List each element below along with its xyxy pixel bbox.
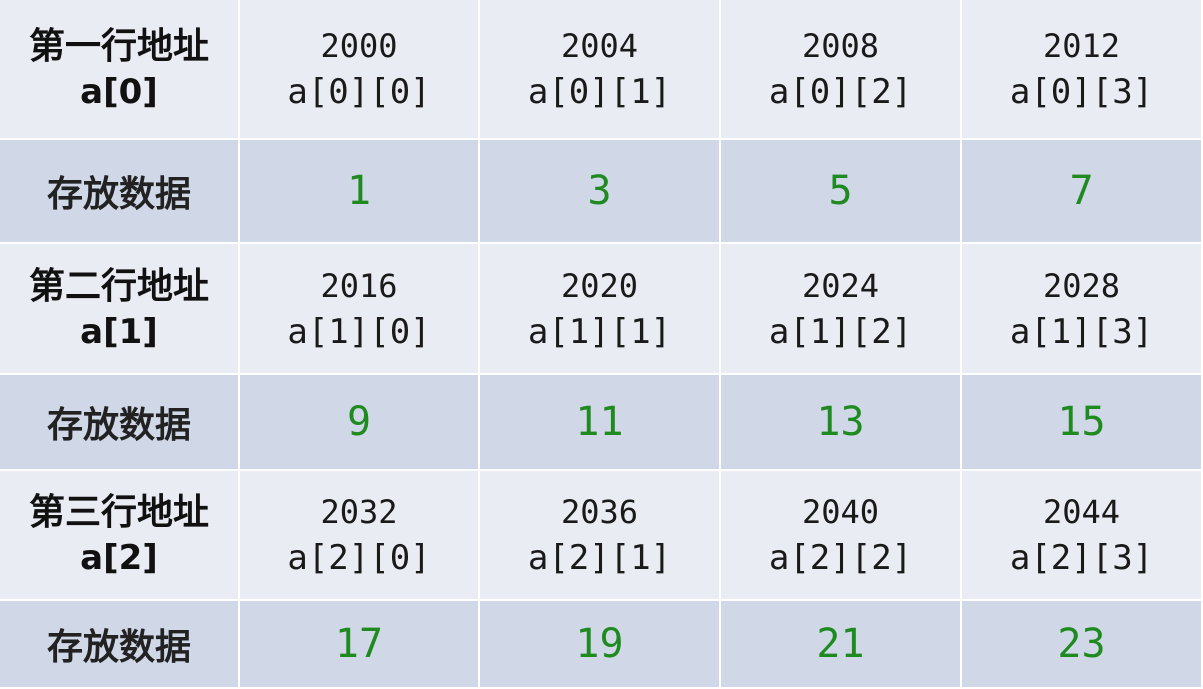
element-name: a[0][1] [527, 72, 672, 112]
stored-value: 21 [721, 601, 962, 689]
row-address-label: 第二行地址 a[1] [0, 244, 240, 375]
row-pointer-text: a[0] [80, 72, 158, 112]
address-value: 2008 [801, 27, 880, 65]
address-cell: 2020 a[1][1] [480, 244, 721, 375]
address-value: 2024 [801, 266, 880, 305]
element-name: a[2][3] [1009, 538, 1154, 578]
stored-value: 3 [480, 140, 721, 244]
row-label-text: 第三行地址 [28, 492, 209, 533]
stored-value: 23 [962, 601, 1203, 689]
address-cell: 2008 a[0][2] [721, 0, 962, 140]
row-pointer-text: a[1] [80, 311, 158, 352]
stored-value: 5 [721, 140, 962, 244]
element-name: a[2][2] [768, 538, 913, 578]
address-value: 2012 [1042, 27, 1121, 65]
stored-value: 11 [480, 375, 721, 471]
address-cell: 2040 a[2][2] [721, 471, 962, 601]
address-value: 2016 [320, 266, 398, 305]
address-cell: 2012 a[0][3] [962, 0, 1203, 140]
row-label-text: 第一行地址 [28, 26, 209, 67]
stored-value: 1 [240, 140, 480, 244]
data-row-label: 存放数据 [0, 601, 240, 689]
address-value: 2020 [560, 266, 639, 305]
data-row-label: 存放数据 [0, 140, 240, 244]
stored-value: 9 [240, 375, 480, 471]
row-label-text: 第二行地址 [28, 265, 209, 307]
address-cell: 2000 a[0][0] [240, 0, 480, 140]
address-value: 2044 [1042, 493, 1121, 531]
stored-value: 13 [721, 375, 962, 471]
row-address-label: 第三行地址 a[2] [0, 471, 240, 601]
element-name: a[0][2] [768, 72, 913, 112]
element-name: a[2][0] [287, 538, 431, 578]
stored-value: 17 [240, 601, 480, 689]
element-name: a[1][3] [1009, 311, 1154, 352]
element-name: a[2][1] [527, 538, 672, 578]
element-name: a[0][0] [287, 72, 431, 112]
address-cell: 2028 a[1][3] [962, 244, 1203, 375]
row-address-label: 第一行地址 a[0] [0, 0, 240, 140]
stored-value: 7 [962, 140, 1203, 244]
address-value: 2036 [560, 493, 639, 531]
element-name: a[1][1] [527, 311, 672, 352]
address-value: 2032 [320, 493, 398, 531]
stored-value: 15 [962, 375, 1203, 471]
address-cell: 2032 a[2][0] [240, 471, 480, 601]
address-value: 2028 [1042, 266, 1121, 305]
address-cell: 2016 a[1][0] [240, 244, 480, 375]
stored-value: 19 [480, 601, 721, 689]
address-cell: 2044 a[2][3] [962, 471, 1203, 601]
address-value: 2000 [320, 27, 398, 65]
element-name: a[1][2] [768, 311, 913, 352]
address-cell: 2036 a[2][1] [480, 471, 721, 601]
address-value: 2040 [801, 493, 880, 531]
address-value: 2004 [560, 27, 639, 65]
row-pointer-text: a[2] [80, 538, 158, 578]
data-row-label: 存放数据 [0, 375, 240, 471]
address-cell: 2004 a[0][1] [480, 0, 721, 140]
element-name: a[1][0] [287, 311, 431, 352]
element-name: a[0][3] [1009, 72, 1154, 112]
address-cell: 2024 a[1][2] [721, 244, 962, 375]
